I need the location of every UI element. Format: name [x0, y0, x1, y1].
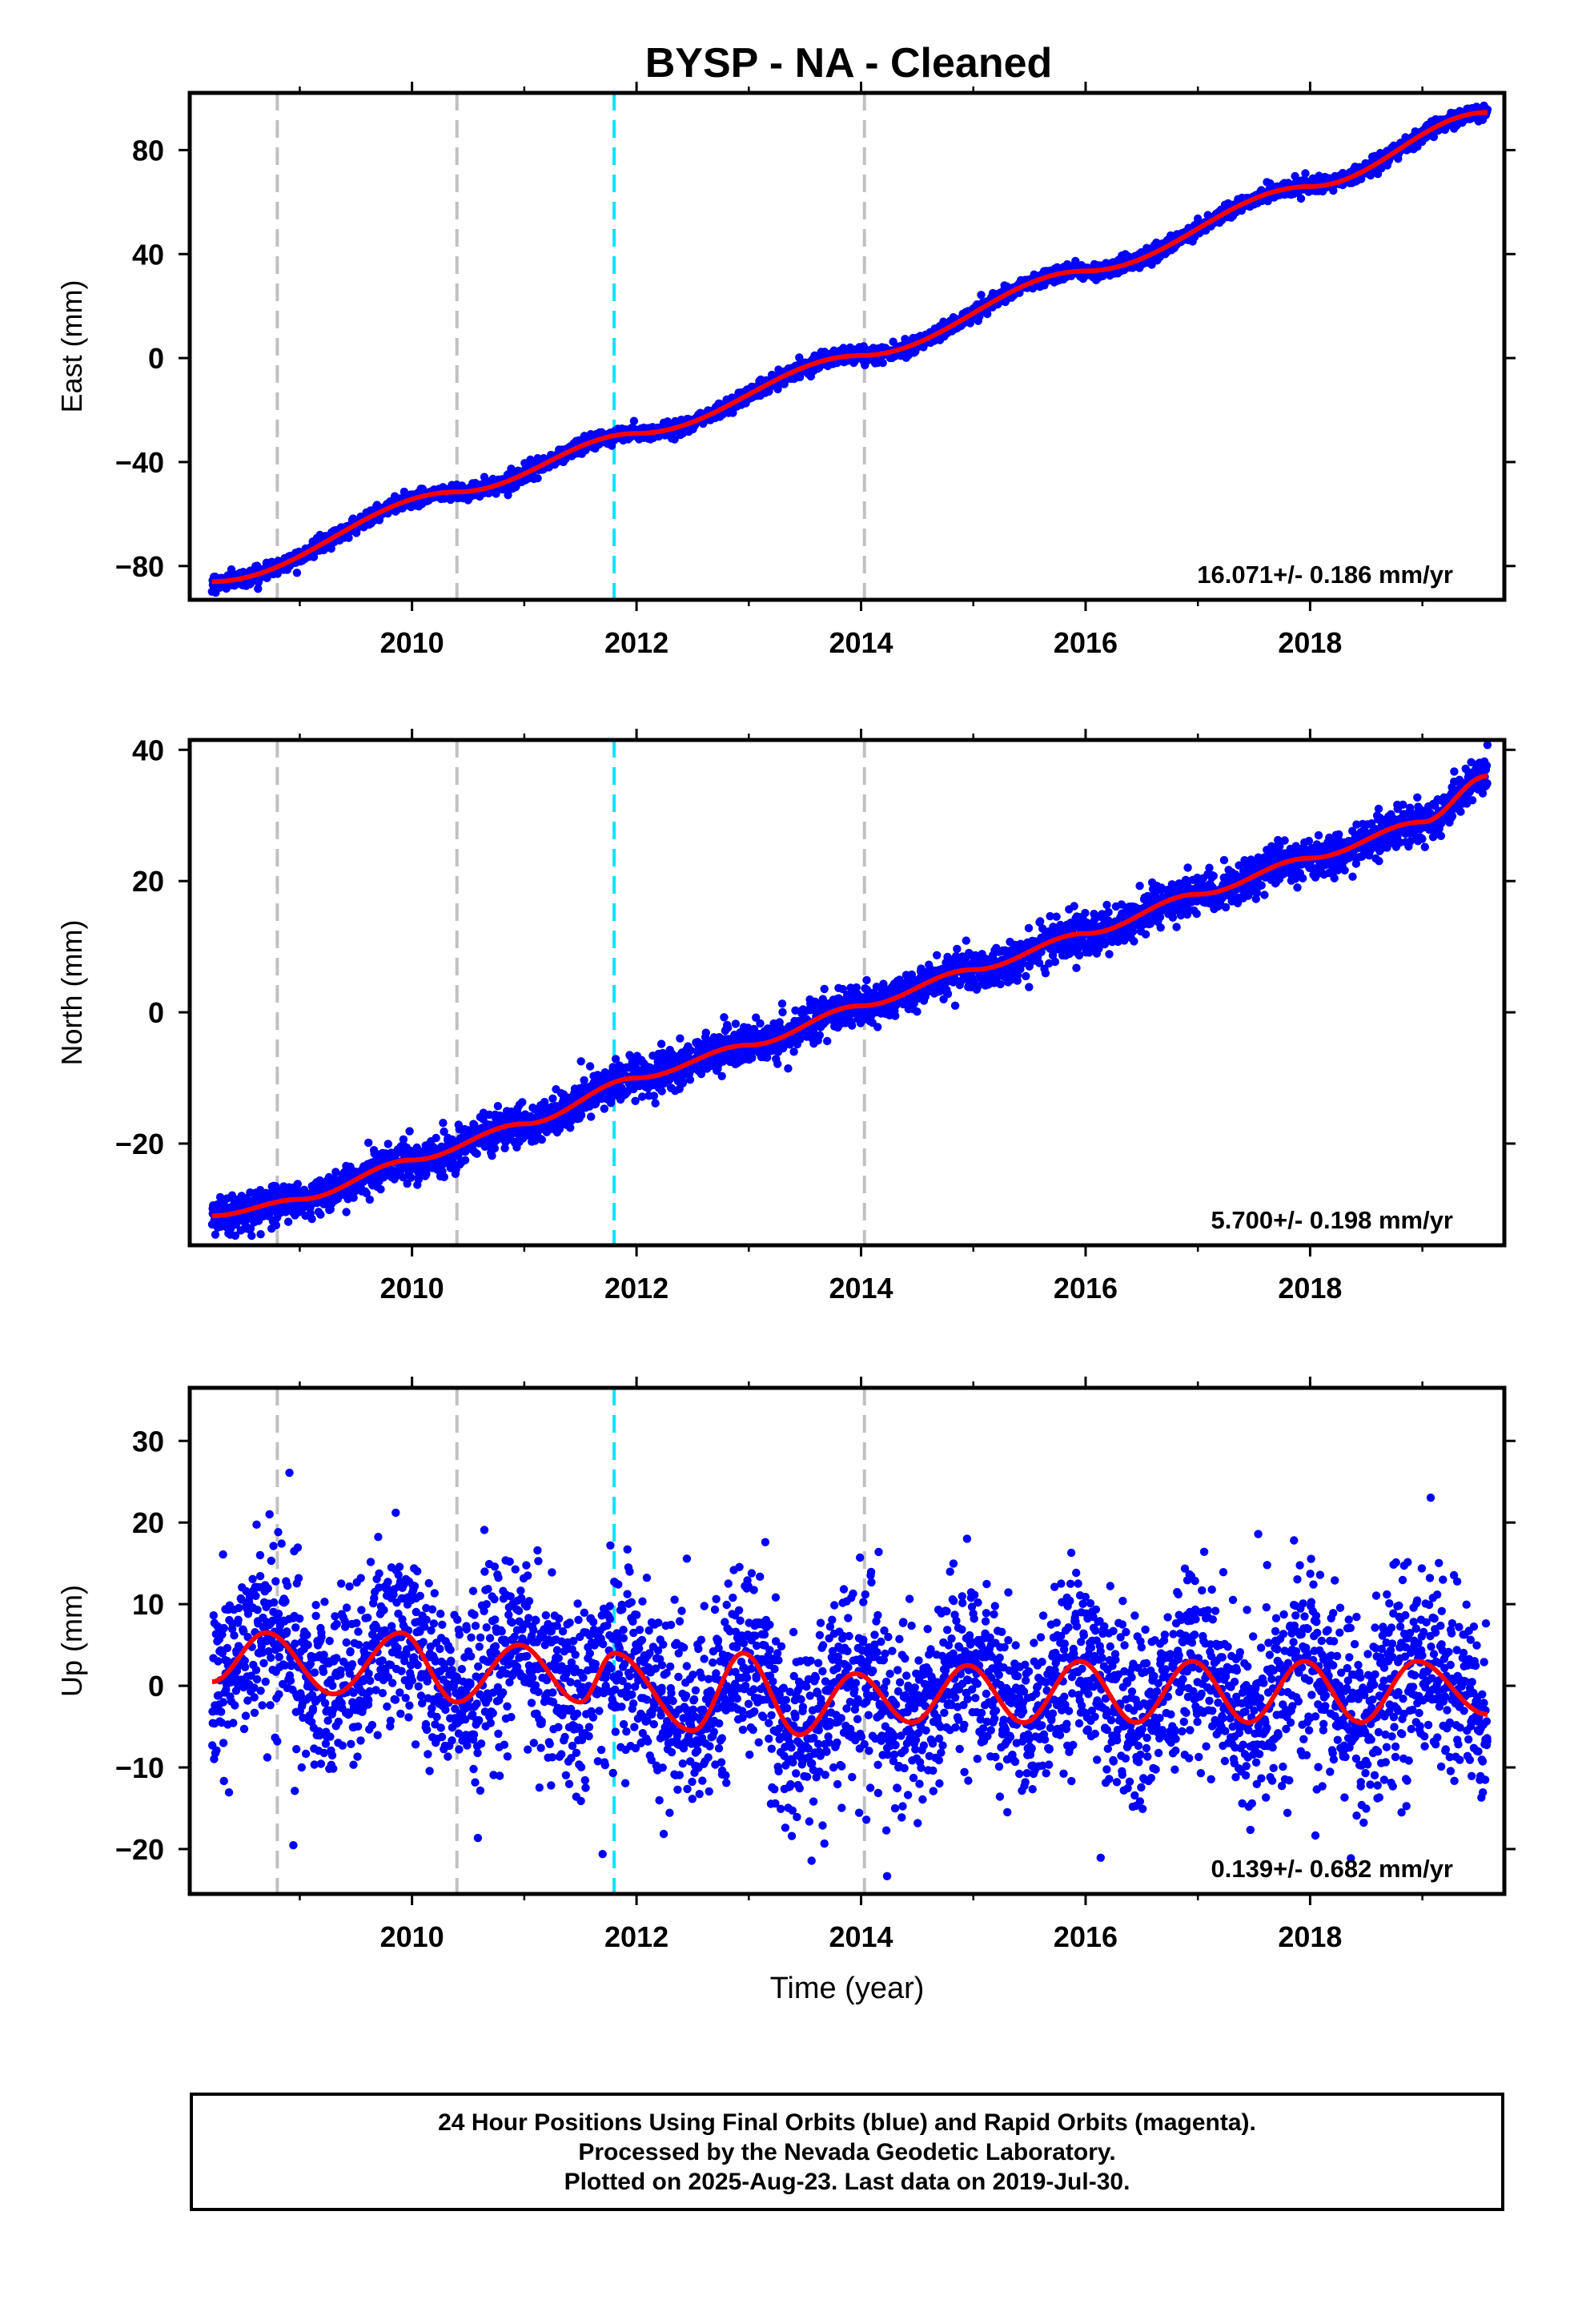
data-point: [576, 1057, 585, 1066]
y-tick-label: 80: [132, 134, 164, 167]
data-point: [247, 1231, 256, 1240]
plot-area: [207, 740, 1492, 1245]
y-tick-label: −80: [115, 550, 164, 583]
data-point: [629, 416, 639, 425]
data-point: [472, 1149, 481, 1158]
data-point: [342, 1208, 351, 1216]
data-point: [460, 1156, 470, 1164]
data-point: [878, 358, 887, 368]
y-tick-label: −40: [115, 446, 164, 479]
page-title: BYSP - NA - Cleaned: [645, 40, 1053, 86]
data-point: [399, 1135, 408, 1144]
panels-group: 2010 2012 2014 2016 2018 −80 −40 0 40 80 East (mm)…: [55, 82, 1516, 1953]
data-point: [507, 464, 516, 473]
data-point: [293, 1180, 302, 1188]
data-point: [548, 1094, 557, 1104]
data-point: [254, 585, 263, 593]
observation-points: [207, 101, 1492, 597]
data-point: [271, 1220, 281, 1230]
data-point: [576, 1111, 586, 1120]
y-axis-label: East (mm): [55, 280, 88, 413]
x-tick-label: 2010: [380, 626, 444, 659]
data-point: [327, 544, 335, 553]
data-point: [422, 1170, 431, 1179]
data-point: [405, 1127, 414, 1136]
data-point: [292, 569, 302, 577]
data-point: [1301, 169, 1310, 178]
x-tick-label: 2018: [1278, 626, 1342, 659]
data-point: [493, 1102, 503, 1111]
data-point: [439, 1119, 448, 1128]
x-tick-label: 2014: [829, 626, 893, 659]
data-point: [488, 1152, 496, 1160]
panel-1: 2010 2012 2014 2016 2018 −80 −40 0 40 80 East (mm)…: [55, 82, 1516, 659]
data-point: [376, 1184, 385, 1194]
data-point: [678, 1077, 688, 1087]
data-point: [283, 1217, 293, 1226]
data-point: [316, 1210, 325, 1219]
y-tick-label: 0: [148, 342, 164, 375]
data-point: [504, 491, 512, 500]
rate-label: 16.071+/- 0.186 mm/yr: [1197, 561, 1453, 589]
data-point: [670, 435, 679, 444]
data-point: [651, 1099, 660, 1108]
plot-area: [207, 93, 1492, 600]
data-point: [407, 1173, 416, 1182]
data-point: [656, 1039, 666, 1048]
data-point: [383, 1140, 392, 1148]
data-point: [631, 1096, 640, 1106]
data-point: [600, 1104, 608, 1113]
x-tick-label: 2016: [1054, 626, 1118, 659]
data-point: [490, 1144, 500, 1153]
y-tick-label: 40: [132, 238, 164, 271]
x-tick-label: 2012: [604, 626, 669, 659]
data-point: [580, 1076, 588, 1085]
data-point: [307, 1214, 316, 1224]
data-point: [649, 1092, 659, 1100]
data-point: [533, 474, 542, 483]
observation-points: [207, 741, 1492, 1240]
data-point: [432, 1133, 440, 1143]
data-point: [518, 1098, 527, 1107]
data-point: [364, 1138, 373, 1148]
data-point: [365, 1195, 374, 1204]
data-point: [676, 1034, 685, 1043]
data-point: [977, 291, 986, 300]
data-point: [657, 1087, 666, 1096]
data-point: [585, 1062, 595, 1071]
data-point: [537, 1135, 546, 1144]
data-point: [1296, 194, 1306, 203]
data-point: [211, 1230, 220, 1239]
data-point: [587, 1112, 596, 1121]
data-point: [256, 1230, 265, 1239]
data-point: [440, 1172, 448, 1182]
data-point: [480, 472, 489, 481]
